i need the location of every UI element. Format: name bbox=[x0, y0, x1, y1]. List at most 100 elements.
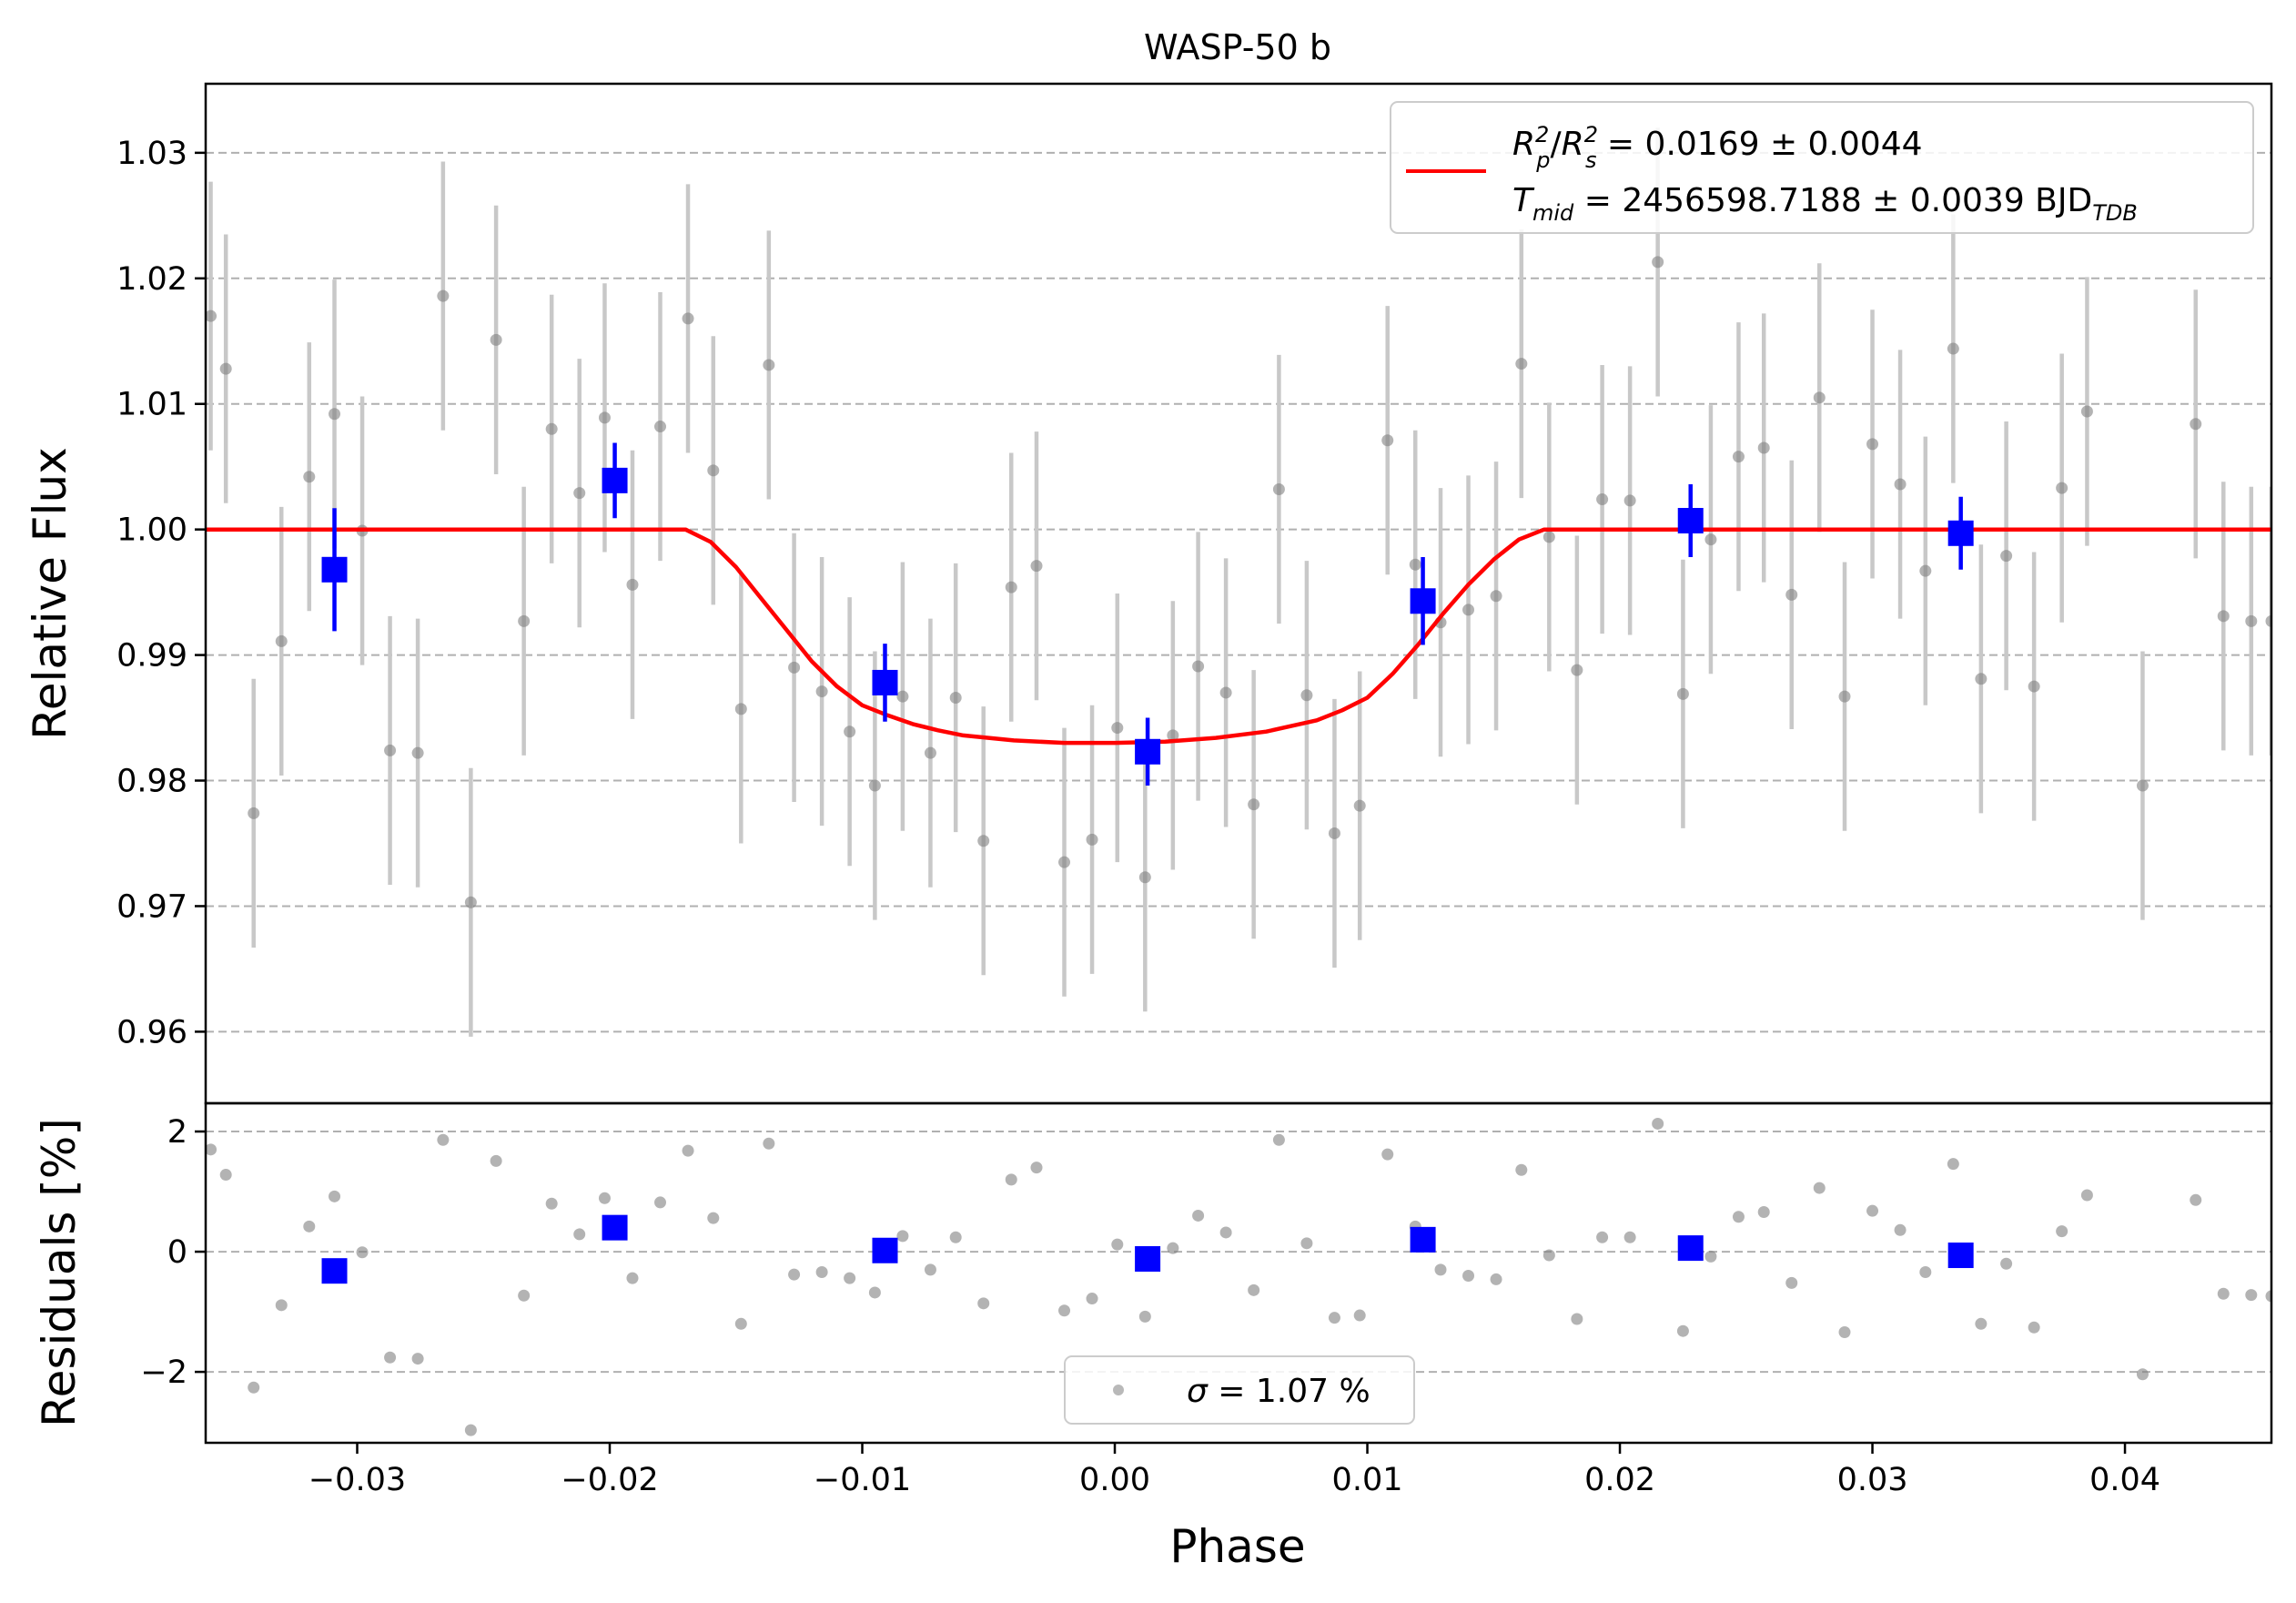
phase-x-tick-label: 0.00 bbox=[1079, 1462, 1150, 1498]
flux-binned-point bbox=[1947, 520, 1974, 546]
residuals-binned-point bbox=[1677, 1235, 1704, 1262]
residuals-raw-point bbox=[2080, 1189, 2093, 1202]
residuals-raw-point bbox=[1542, 1249, 1555, 1262]
flux-raw-point bbox=[411, 746, 424, 759]
flux-raw-point bbox=[1462, 604, 1475, 616]
residuals-raw-point bbox=[464, 1424, 477, 1436]
flux-panel: 0.96 0.97 0.98 0.99 1.00 1.01 1.02 1.03 R2 p/R2 s… bbox=[24, 82, 2273, 1105]
transit-model-line bbox=[206, 527, 2271, 746]
residuals-raw-point bbox=[1353, 1309, 1366, 1322]
residuals-raw-point bbox=[707, 1212, 720, 1224]
flux-raw-point bbox=[2080, 405, 2093, 418]
flux-y-tick-label: 0.99 bbox=[116, 638, 187, 675]
residuals-raw-point bbox=[1652, 1117, 1664, 1130]
residuals-y-tick-label: 0 bbox=[167, 1234, 187, 1271]
residuals-raw-point bbox=[356, 1246, 369, 1259]
residuals-raw-point bbox=[868, 1286, 881, 1299]
flux-raw-point bbox=[573, 487, 586, 500]
flux-raw-point bbox=[1838, 690, 1851, 703]
flux-raw-point bbox=[2265, 614, 2271, 627]
flux-raw-point bbox=[1328, 827, 1340, 839]
phase-x-tick-label: −0.03 bbox=[308, 1462, 406, 1498]
residuals-raw-point bbox=[2190, 1193, 2202, 1206]
flux-raw-point bbox=[2245, 614, 2258, 627]
phase-x-tick-label: −0.02 bbox=[561, 1462, 658, 1498]
residuals-raw-point bbox=[384, 1351, 397, 1364]
residuals-raw-point bbox=[1919, 1266, 1932, 1279]
residuals-raw-point bbox=[1838, 1326, 1851, 1339]
flux-raw-point bbox=[734, 703, 747, 715]
flux-legend-box bbox=[1390, 101, 2254, 234]
residuals-raw-point bbox=[654, 1196, 667, 1209]
flux-raw-point bbox=[518, 614, 531, 627]
flux-raw-point bbox=[303, 471, 316, 483]
flux-raw-point bbox=[868, 779, 881, 792]
chart-title: WASP-50 b bbox=[1144, 27, 1331, 67]
residuals-y-tick-label: 2 bbox=[167, 1114, 187, 1151]
flux-raw-point bbox=[788, 661, 801, 674]
residuals-raw-point bbox=[490, 1154, 502, 1167]
residuals-y-tick-label: −2 bbox=[140, 1354, 187, 1391]
flux-binned-points bbox=[321, 442, 1974, 786]
residuals-raw-point bbox=[1086, 1293, 1098, 1305]
flux-raw-point bbox=[2056, 482, 2068, 494]
flux-raw-point bbox=[206, 309, 217, 322]
residuals-raw-point bbox=[437, 1133, 450, 1146]
residuals-raw-point bbox=[1623, 1231, 1636, 1243]
flux-y-tick-label: 1.00 bbox=[116, 512, 187, 549]
flux-raw-point bbox=[1542, 531, 1555, 543]
legend-line-1: R2 p/R2 s = 0.0169 ± 0.0044 bbox=[1512, 122, 1923, 173]
residuals-raw-point bbox=[1975, 1317, 1988, 1330]
flux-y-tick-label: 0.97 bbox=[116, 888, 187, 925]
flux-binned-point bbox=[872, 669, 898, 695]
flux-y-tick-label: 1.03 bbox=[116, 136, 187, 172]
residuals-raw-point bbox=[1167, 1242, 1179, 1254]
residuals-raw-point bbox=[896, 1230, 909, 1243]
residuals-raw-point bbox=[1272, 1133, 1285, 1146]
residuals-raw-point bbox=[977, 1297, 990, 1310]
residuals-legend: σ = 1.07 % bbox=[1064, 1355, 1415, 1425]
flux-raw-point bbox=[682, 312, 694, 325]
residuals-raw-point bbox=[411, 1353, 424, 1365]
flux-raw-point bbox=[1167, 729, 1179, 742]
flux-raw-point bbox=[275, 634, 288, 647]
residuals-raw-point bbox=[1328, 1312, 1340, 1324]
residuals-binned-point bbox=[602, 1214, 628, 1241]
flux-raw-point bbox=[1381, 434, 1394, 447]
flux-raw-point bbox=[1030, 560, 1043, 573]
residuals-y-axis-label: Residuals [%] bbox=[33, 1118, 86, 1427]
flux-raw-point bbox=[626, 578, 639, 591]
residuals-raw-point bbox=[924, 1263, 936, 1276]
flux-legend: R2 p/R2 s = 0.0169 ± 0.0044 Tmid = 2456598… bbox=[1390, 101, 2254, 234]
flux-raw-point bbox=[924, 746, 936, 759]
residuals-binned-point bbox=[321, 1258, 348, 1284]
flux-raw-point bbox=[1596, 493, 1609, 506]
flux-raw-point bbox=[1300, 689, 1313, 702]
flux-raw-point bbox=[384, 744, 397, 756]
residuals-raw-point bbox=[2265, 1290, 2271, 1303]
flux-y-tick-label: 1.02 bbox=[116, 261, 187, 298]
flux-raw-point bbox=[2190, 418, 2202, 431]
legend-line-2: Tmid = 2456598.7188 ± 0.0039 BJDTDB bbox=[1512, 182, 2138, 226]
residuals-raw-point bbox=[573, 1228, 586, 1241]
flux-raw-point bbox=[1192, 660, 1205, 673]
flux-raw-point bbox=[1058, 856, 1071, 868]
residuals-raw-point bbox=[545, 1197, 558, 1210]
flux-raw-point bbox=[2000, 550, 2013, 563]
flux-binned-point bbox=[1410, 588, 1436, 614]
residuals-raw-point bbox=[598, 1192, 611, 1204]
flux-raw-point bbox=[490, 333, 502, 346]
flux-raw-point bbox=[1894, 478, 1907, 491]
flux-raw-point bbox=[2028, 680, 2040, 693]
residuals-raw-point bbox=[1300, 1237, 1313, 1250]
flux-raw-point bbox=[437, 289, 450, 302]
residuals-raw-point bbox=[1434, 1263, 1447, 1276]
flux-raw-point bbox=[219, 362, 232, 375]
flux-raw-point bbox=[329, 408, 341, 421]
flux-raw-point bbox=[1919, 564, 1932, 577]
flux-raw-point bbox=[654, 421, 667, 433]
residuals-raw-point bbox=[949, 1231, 962, 1243]
flux-y-tick-label: 0.96 bbox=[116, 1014, 187, 1050]
residuals-raw-point bbox=[1490, 1273, 1502, 1285]
flux-raw-point bbox=[1975, 673, 1988, 685]
